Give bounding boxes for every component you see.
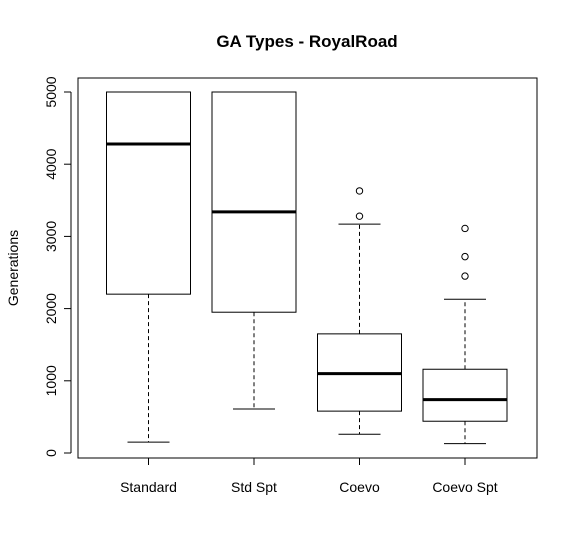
y-tick-label: 4000 xyxy=(43,148,59,179)
boxes-group xyxy=(106,91,508,445)
iqr-box xyxy=(211,91,297,313)
outlier-point xyxy=(355,187,364,195)
box-std-spt xyxy=(211,91,297,410)
iqr-box xyxy=(422,368,508,422)
y-tick-label: 5000 xyxy=(43,76,59,107)
y-tick-label: 3000 xyxy=(43,221,59,252)
x-tick-label: Standard xyxy=(120,479,177,495)
y-tick-label: 2000 xyxy=(43,293,59,324)
box-coevo xyxy=(317,187,402,435)
y-tick-label: 1000 xyxy=(43,365,59,396)
outlier-point xyxy=(355,212,364,220)
x-tick-label: Std Spt xyxy=(231,479,277,495)
x-tick-label: Coevo xyxy=(339,479,380,495)
chart-title: GA Types - RoyalRoad xyxy=(216,32,397,51)
outlier-point xyxy=(461,272,469,280)
y-axis: 0 1000 2000 3000 4000 5000 xyxy=(43,76,72,457)
outlier-point xyxy=(461,252,469,261)
box-coevo-spt xyxy=(422,224,508,445)
y-tick-label: 0 xyxy=(43,449,59,457)
outlier-point xyxy=(461,224,469,233)
box-standard xyxy=(106,91,191,443)
y-axis-label: Generations xyxy=(5,230,21,306)
iqr-box xyxy=(106,91,191,295)
x-axis: Standard Std Spt Coevo Coevo Spt xyxy=(120,457,498,495)
x-tick-label: Coevo Spt xyxy=(432,479,497,495)
